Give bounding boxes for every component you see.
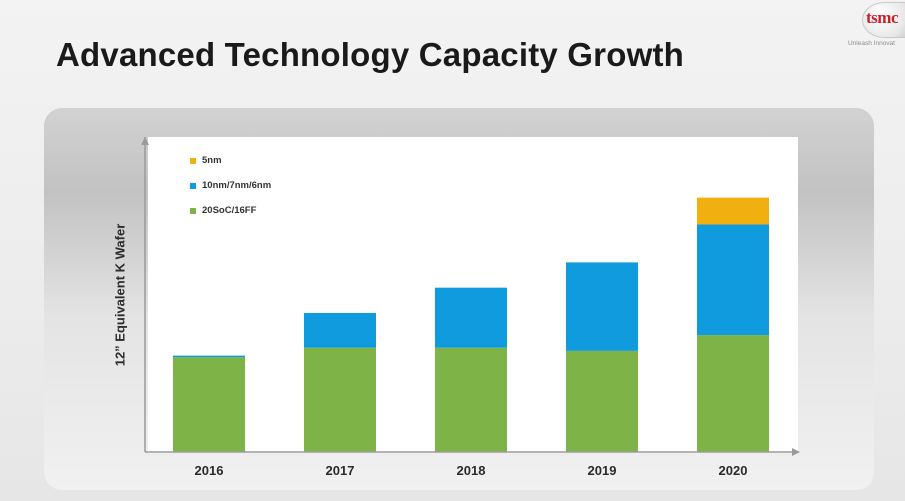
legend-swatch: [190, 182, 196, 189]
legend-label: 10nm/7nm/6nm: [202, 180, 272, 191]
x-tick-label-2017: 2017: [325, 463, 355, 478]
legend-swatch: [190, 157, 196, 164]
x-tick-label-2020: 2020: [718, 463, 748, 478]
logo-badge: [862, 2, 905, 38]
logo-tagline: Unleash Innovat: [848, 40, 895, 47]
tsmc-logo: tsmc Unleash Innovat: [846, 0, 905, 60]
bar-2019-series-0: [566, 350, 638, 452]
legend-label: 5nm: [202, 155, 222, 166]
legend-swatch: [190, 207, 196, 214]
legend-label: 20SoC/16FF: [202, 205, 257, 216]
bars-group: [173, 197, 769, 452]
bar-2016-series-1: [173, 355, 245, 358]
axes-group: [141, 137, 800, 456]
bar-2020-series-0: [697, 335, 769, 452]
chart-legend: 5nm 10nm/7nm/6nm 20SoC/16FF: [190, 154, 271, 229]
bar-2016-series-0: [173, 357, 245, 452]
y-axis-label: 12” Equivalent K Wafer: [112, 223, 128, 367]
x-tick-label-2019: 2019: [587, 463, 617, 478]
x-axis-arrow: [792, 448, 800, 456]
logo-mark: tsmc: [866, 8, 898, 27]
bar-2020-series-1: [697, 224, 769, 336]
bar-2019-series-1: [566, 262, 638, 351]
legend-item: 20SoC/16FF: [190, 204, 271, 217]
bar-2018-series-0: [435, 347, 507, 452]
bar-2018-series-1: [435, 287, 507, 348]
legend-item: 10nm/7nm/6nm: [190, 179, 271, 192]
bar-2017-series-1: [304, 312, 376, 348]
slide-title: Advanced Technology Capacity Growth: [56, 36, 684, 73]
bar-2020-series-2: [697, 197, 769, 225]
x-tick-label-2016: 2016: [194, 463, 224, 478]
y-axis-arrow: [141, 137, 149, 145]
bar-2017-series-0: [304, 347, 376, 452]
legend-item: 5nm: [190, 154, 271, 167]
x-tick-label-2018: 2018: [456, 463, 486, 478]
